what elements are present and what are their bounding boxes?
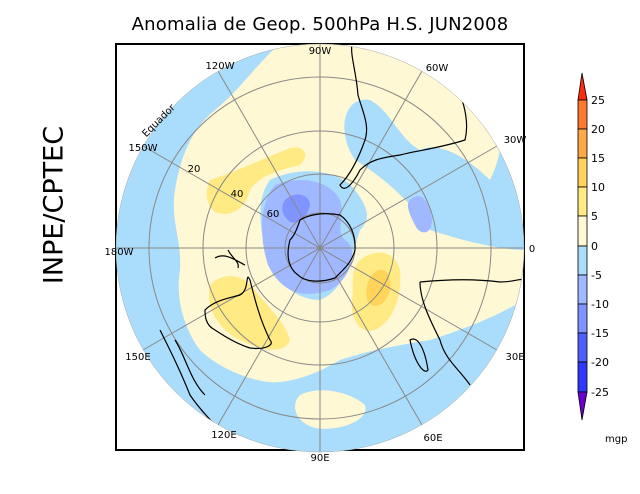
south-america-coast	[339, 44, 468, 189]
meridian-labels: 90W 60W 30W 0 30E 60E 90E 120E 150E 180W…	[105, 46, 536, 464]
meridian-label: 90W	[309, 46, 332, 57]
madagascar-coast	[409, 338, 429, 372]
colorbar-tick: 15	[591, 152, 605, 165]
colorbar-tick: 25	[591, 94, 605, 107]
colorbar-swatch	[577, 186, 588, 217]
latitude-label: 20	[188, 164, 201, 175]
meridian-label: 0	[529, 244, 535, 255]
colorbar-ticks: 25 20 15 10 5 0 -5 -10 -15 -20 -25 mgp	[591, 94, 627, 445]
colorbar-tick: 0	[591, 240, 598, 253]
graticule	[116, 44, 524, 452]
colorbar-unit: mgp	[605, 434, 627, 445]
colorbar-tick: -10	[591, 298, 609, 311]
colorbar-swatch	[577, 303, 588, 334]
meridian-label: 60E	[423, 433, 442, 444]
antarctica-coast	[287, 213, 356, 282]
negative-5-10-region-east	[407, 196, 432, 233]
meridian-label: 150E	[125, 352, 150, 363]
colorbar-tick: -15	[591, 327, 609, 340]
meridian-label: 60W	[426, 63, 449, 74]
colorbar-swatch	[577, 157, 588, 188]
colorbar-swatch	[577, 332, 588, 363]
colorbar	[577, 72, 588, 421]
map-title: Anomalia de Geop. 500hPa H.S. JUN2008	[131, 14, 509, 35]
colorbar-tick: 10	[591, 181, 605, 194]
colorbar-above-arrow	[577, 72, 588, 101]
colorbar-below-arrow	[577, 391, 588, 421]
colorbar-tick: 5	[591, 210, 598, 223]
meridian-label: 30E	[505, 352, 524, 363]
colorbar-swatch	[577, 128, 588, 159]
meridian-label: 120E	[211, 430, 236, 441]
meridian-label: 150W	[129, 143, 158, 154]
colorbar-tick: 20	[591, 123, 605, 136]
new-zealand-coast	[214, 249, 246, 269]
colorbar-tick: -20	[591, 356, 609, 369]
coastlines	[159, 44, 524, 441]
australia-coast	[204, 276, 272, 350]
colorbar-swatch	[577, 215, 588, 247]
colorbar-swatch	[577, 99, 588, 130]
colorbar-swatch	[577, 361, 588, 393]
meridian-label: 120W	[206, 61, 235, 72]
colorbar-tick: -5	[591, 269, 602, 282]
latitude-label: 60	[267, 209, 280, 220]
colorbar-swatch	[577, 245, 588, 276]
latitude-label: 40	[231, 189, 244, 200]
colorbar-tick: -25	[591, 386, 609, 399]
colorbar-swatch	[577, 274, 588, 305]
meridian-label: 180W	[105, 247, 134, 258]
africa-coast	[419, 278, 524, 386]
meridian-label: 90E	[310, 453, 329, 464]
negative-10-15-region	[282, 194, 310, 223]
positive-5-10-region-sw	[209, 275, 290, 350]
meridian-label: 30W	[504, 135, 527, 146]
